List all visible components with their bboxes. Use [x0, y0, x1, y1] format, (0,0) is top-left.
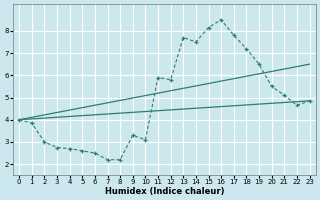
- X-axis label: Humidex (Indice chaleur): Humidex (Indice chaleur): [105, 187, 224, 196]
